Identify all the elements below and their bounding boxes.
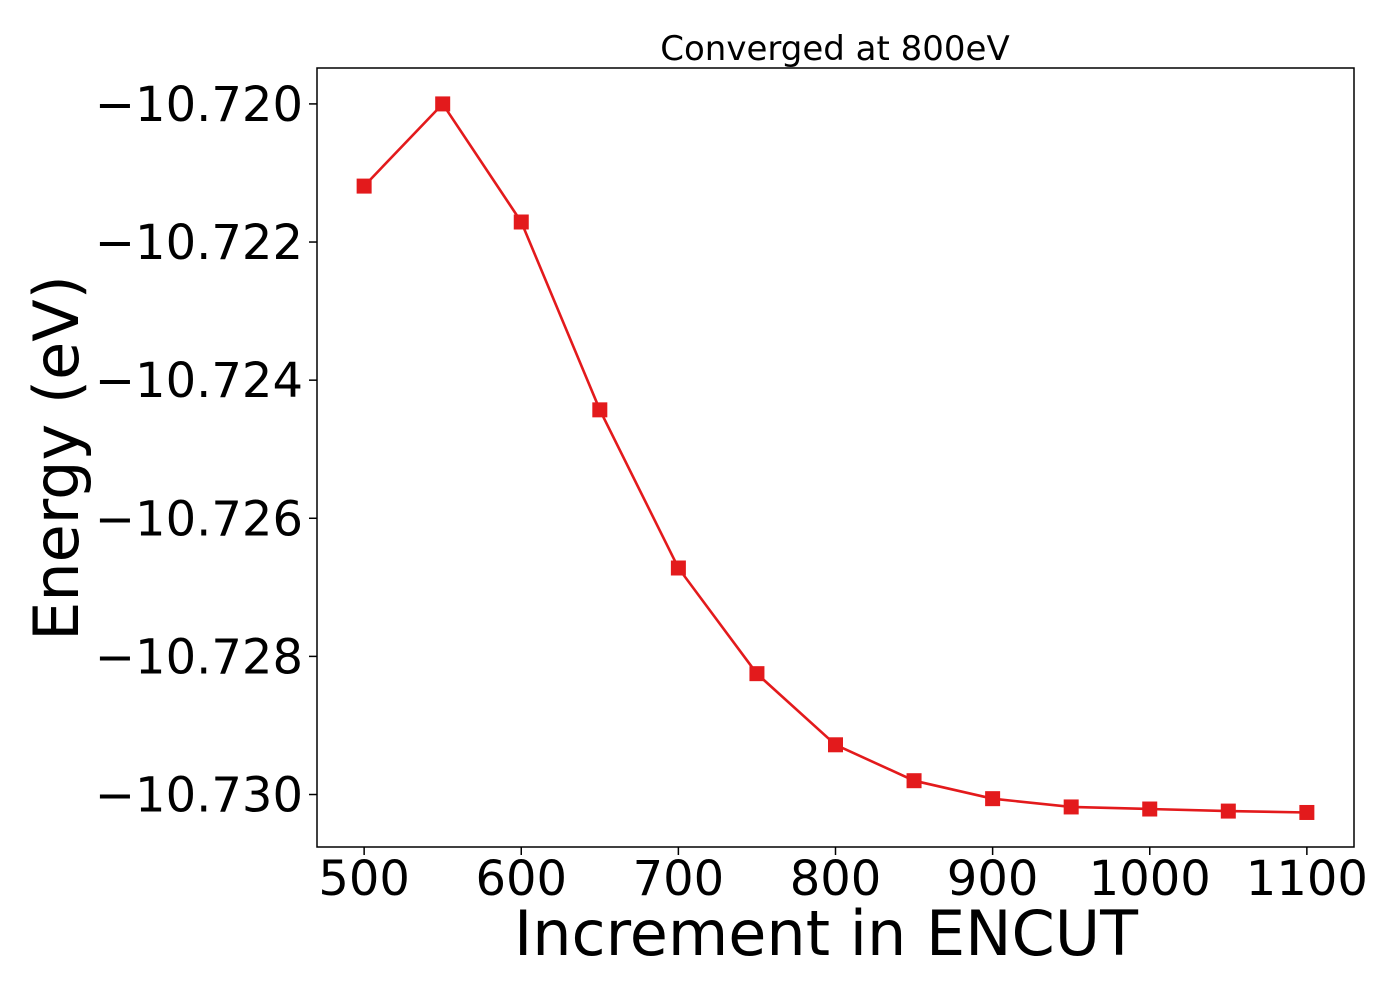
data-point — [670, 560, 686, 576]
data-point — [1220, 803, 1236, 819]
y-axis: −10.720 −10.722 −10.724 −10.726 −10.728 −10.7… — [95, 77, 317, 824]
x-tick-label: 1100 — [1246, 851, 1368, 907]
data-point — [592, 402, 608, 418]
y-tick-label: −10.724 — [95, 353, 303, 409]
chart-title: Converged at 800eV — [660, 29, 1009, 69]
series-layer — [356, 96, 1315, 820]
x-tick-label: 500 — [318, 851, 410, 907]
data-point — [435, 96, 451, 112]
data-point — [1299, 804, 1315, 820]
y-tick-label: −10.720 — [95, 77, 303, 133]
data-point — [1063, 799, 1079, 815]
y-tick-label: −10.722 — [95, 215, 303, 271]
data-point — [985, 791, 1001, 807]
data-point — [356, 178, 372, 194]
y-tick-label: −10.730 — [95, 768, 303, 824]
data-point — [828, 737, 843, 753]
x-tick-label: 900 — [947, 851, 1039, 907]
y-axis-label: Energy (eV) — [20, 275, 93, 641]
data-point — [749, 666, 765, 682]
x-tick-label: 600 — [475, 851, 567, 907]
x-tick-label: 1000 — [1089, 851, 1211, 907]
x-tick-label: 700 — [633, 851, 725, 907]
data-point — [1142, 801, 1158, 817]
x-axis-label: Increment in ENCUT — [514, 897, 1139, 970]
x-axis: 500 600 700 800 900 1000 1100 — [318, 847, 1368, 907]
y-tick-label: −10.728 — [95, 629, 303, 685]
x-tick-label: 800 — [790, 851, 882, 907]
data-point — [906, 773, 922, 789]
data-point — [513, 214, 529, 230]
y-tick-label: −10.726 — [95, 491, 303, 547]
